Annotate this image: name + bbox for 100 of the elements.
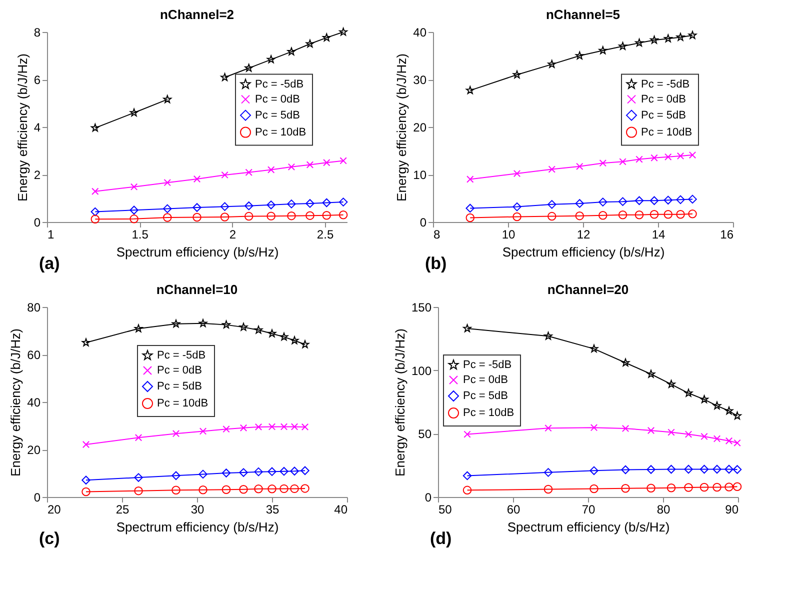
point bbox=[575, 51, 584, 60]
point bbox=[676, 32, 685, 41]
point bbox=[244, 212, 254, 221]
point bbox=[466, 86, 474, 94]
legend-label: Pc = 5dB bbox=[641, 109, 686, 122]
chart-title: nChannel=10 bbox=[156, 282, 238, 297]
y-tick-label: 40 bbox=[413, 26, 427, 40]
x-tick-label: 35 bbox=[266, 502, 280, 516]
point bbox=[220, 72, 229, 81]
point bbox=[664, 210, 672, 219]
point bbox=[220, 212, 230, 222]
legend-label: Pc = 10dB bbox=[463, 407, 514, 419]
point bbox=[306, 161, 314, 168]
x-tick-label: 20 bbox=[48, 502, 62, 516]
point bbox=[634, 210, 644, 220]
x-tick-label: 70 bbox=[582, 502, 596, 516]
x-tick-label: 1 bbox=[48, 228, 54, 242]
point bbox=[599, 160, 606, 167]
point bbox=[339, 28, 348, 36]
point bbox=[598, 210, 608, 220]
point bbox=[193, 175, 201, 183]
y-tick-label: 0 bbox=[424, 490, 432, 504]
point bbox=[576, 162, 584, 170]
y-tick-label: 50 bbox=[418, 427, 432, 442]
point bbox=[162, 204, 172, 214]
point bbox=[618, 210, 628, 220]
point bbox=[244, 201, 254, 210]
x-tick-label: 90 bbox=[725, 502, 739, 516]
x-tick-label: 25 bbox=[116, 502, 130, 516]
x-tick-label: 40 bbox=[334, 502, 348, 516]
y-tick-label: 40 bbox=[27, 396, 41, 410]
point bbox=[162, 213, 172, 222]
point bbox=[322, 33, 331, 42]
point bbox=[244, 64, 254, 72]
point bbox=[676, 195, 685, 204]
point bbox=[192, 212, 202, 222]
point bbox=[164, 178, 171, 186]
legend-label: Pc = 10dB bbox=[641, 126, 692, 138]
point bbox=[650, 36, 658, 44]
y-tick-label: 150 bbox=[411, 300, 432, 314]
point bbox=[548, 60, 556, 68]
x-tick-label: 2.5 bbox=[316, 228, 334, 242]
x-tick-label: 80 bbox=[656, 502, 670, 516]
point bbox=[688, 194, 697, 204]
y-tick-label: 6 bbox=[34, 73, 41, 87]
point bbox=[306, 40, 314, 48]
x-tick-label: 1.5 bbox=[132, 228, 149, 242]
legend-label: Pc = 0dB bbox=[463, 374, 508, 386]
x-tick-label: 12 bbox=[576, 228, 590, 242]
point bbox=[338, 210, 348, 220]
point bbox=[650, 196, 659, 205]
point bbox=[598, 198, 608, 206]
point bbox=[267, 166, 275, 174]
x-axis-title: Spectrum efficiency (b/s/Hz) bbox=[116, 520, 279, 534]
point bbox=[287, 211, 296, 220]
point bbox=[90, 207, 100, 216]
x-tick-label: 8 bbox=[434, 228, 440, 242]
point bbox=[664, 34, 672, 42]
point bbox=[688, 30, 697, 39]
point bbox=[618, 42, 627, 50]
point bbox=[619, 158, 626, 166]
point bbox=[245, 168, 252, 176]
point bbox=[512, 70, 522, 78]
legend-label: Pc = -5dB bbox=[641, 78, 690, 90]
x-tick-label: 2 bbox=[229, 228, 236, 242]
point bbox=[650, 210, 659, 219]
point bbox=[634, 196, 644, 205]
legend-label: Pc = 10dB bbox=[255, 126, 306, 138]
point bbox=[575, 199, 584, 208]
y-tick-label: 4 bbox=[34, 120, 41, 134]
point bbox=[130, 206, 138, 214]
y-tick-label: 8 bbox=[34, 26, 41, 40]
x-tick-label: 16 bbox=[720, 228, 734, 242]
text: (d) bbox=[430, 529, 452, 548]
x-axis-title: Spectrum efficiency (b/s/Hz) bbox=[116, 244, 279, 260]
point bbox=[512, 202, 522, 212]
y-tick-label: 20 bbox=[413, 120, 427, 134]
text: (b) bbox=[425, 254, 447, 273]
point bbox=[466, 213, 474, 222]
y-tick-label: 0 bbox=[420, 216, 427, 230]
point bbox=[287, 47, 296, 56]
chart-title: nChannel=2 bbox=[160, 7, 234, 22]
point bbox=[512, 212, 522, 222]
y-tick-label: 2 bbox=[34, 168, 41, 182]
point bbox=[163, 95, 172, 104]
point bbox=[618, 197, 628, 206]
chart-title: nChannel=5 bbox=[546, 7, 620, 22]
point bbox=[575, 211, 584, 220]
legend-label: Pc = 5dB bbox=[157, 380, 202, 392]
point bbox=[466, 176, 474, 183]
point bbox=[306, 199, 314, 208]
point bbox=[635, 38, 644, 47]
point bbox=[221, 171, 228, 179]
x-tick-label: 10 bbox=[502, 228, 516, 242]
y-tick-label: 80 bbox=[27, 300, 41, 314]
text: (c) bbox=[39, 529, 60, 548]
legend-label: Pc = 0dB bbox=[255, 93, 300, 106]
point bbox=[266, 55, 276, 64]
y-tick-label: 100 bbox=[411, 364, 432, 378]
y-axis-title: Energy efficiency (b/J/Hz) bbox=[14, 54, 30, 202]
